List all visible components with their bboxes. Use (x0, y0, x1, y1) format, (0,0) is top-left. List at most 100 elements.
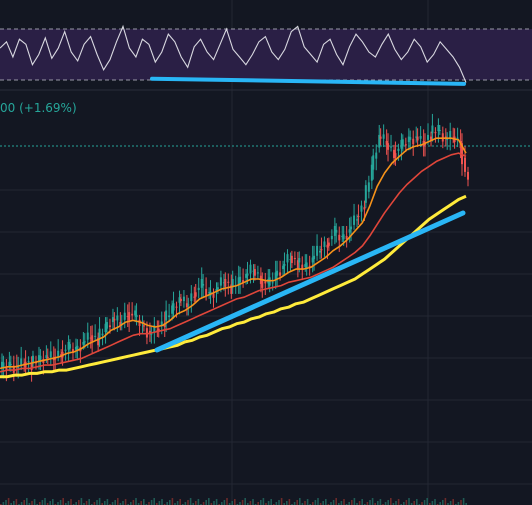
candle-body (45, 355, 48, 358)
candle-body (157, 328, 160, 331)
candle-body (305, 262, 308, 270)
volume-bar (351, 500, 353, 505)
volume-bar (169, 500, 171, 505)
volume-bar (444, 498, 447, 505)
volume-bar (96, 500, 98, 505)
volume-bar (158, 501, 161, 505)
candle-body (197, 287, 200, 291)
candle-body (382, 134, 385, 139)
volume-bar (379, 499, 382, 505)
candle-body (123, 312, 126, 320)
volume-bar (221, 502, 223, 505)
volume-bar (2, 502, 5, 505)
candle-body (400, 139, 403, 149)
candle-body (175, 306, 178, 308)
volume-bar (215, 499, 218, 505)
candle-body (37, 355, 40, 362)
candle-body (74, 346, 77, 350)
candle-body (372, 155, 375, 170)
candle-body (178, 297, 181, 303)
volume-bar (148, 502, 150, 505)
candle-body (105, 322, 108, 329)
volume-bar (210, 503, 213, 505)
candle-body (215, 288, 218, 292)
volume-bar (356, 503, 358, 505)
volume-bar (78, 500, 80, 505)
volume-bar (395, 501, 397, 505)
volume-bar (408, 498, 410, 505)
candle-body (68, 344, 71, 349)
volume-bar (187, 500, 189, 505)
volume-bar (249, 501, 252, 505)
candle-body (375, 152, 378, 159)
volume-bar (403, 502, 405, 505)
candle-body (313, 255, 316, 260)
volume-bar (317, 498, 319, 505)
candle-body (34, 362, 37, 364)
candle-body (252, 270, 255, 272)
volume-bar (174, 503, 176, 505)
candle-body (98, 328, 101, 339)
volume-bar (132, 500, 135, 505)
volume-bar (234, 499, 236, 505)
rsi-line (0, 24, 467, 83)
volume-bar (192, 503, 194, 505)
candle-body (390, 146, 393, 148)
volume-bar (114, 500, 116, 505)
volume-bar (10, 503, 12, 505)
volume-bar (26, 498, 28, 505)
candle-body (113, 318, 116, 321)
candle-body (326, 244, 329, 248)
candle-body (253, 269, 256, 276)
candle-body (187, 304, 190, 306)
candle-body (338, 234, 341, 241)
candle-body (330, 235, 333, 240)
candle-body (165, 310, 168, 321)
volume-bar (397, 499, 400, 505)
candle-body (54, 358, 57, 360)
candle-body (249, 264, 252, 274)
volume-bar (135, 498, 137, 505)
volume-bar (304, 501, 306, 505)
volume-bar (150, 500, 153, 505)
candle-body (301, 264, 304, 269)
volume-bar (319, 503, 322, 505)
volume-bar (28, 503, 31, 505)
candle-body (17, 366, 20, 368)
candle-body (86, 332, 89, 340)
candle-body (404, 144, 407, 146)
volume-bar (312, 502, 314, 505)
candle-body (224, 279, 227, 287)
candle-body (286, 254, 289, 263)
candle-body (261, 279, 264, 288)
volume-bar (338, 503, 340, 505)
volume-bar (462, 498, 465, 505)
volume-bar (465, 503, 467, 505)
candle-body (320, 249, 323, 251)
candle-body (379, 136, 382, 139)
volume-bar (130, 502, 132, 505)
volume-bar (13, 501, 15, 505)
candle-body (387, 143, 390, 150)
candle-body (46, 356, 49, 358)
volume-bar (23, 500, 25, 505)
volume-bar (88, 499, 90, 505)
candle-body (256, 272, 259, 274)
candle-body (397, 148, 400, 151)
volume-bar (33, 499, 36, 505)
candle-body (419, 136, 422, 139)
candle-body (342, 234, 345, 240)
candle-body (464, 157, 466, 172)
volume-bar (7, 498, 10, 505)
candle-body (407, 136, 410, 143)
candle-body (5, 367, 8, 370)
volume-bar (434, 499, 436, 505)
volume-bar (189, 498, 192, 505)
candle-body (111, 317, 114, 323)
candle-body (49, 351, 52, 358)
volume-bar (57, 502, 59, 505)
volume-bar (143, 499, 145, 505)
candle-body (119, 322, 122, 326)
candle-body (30, 362, 33, 371)
